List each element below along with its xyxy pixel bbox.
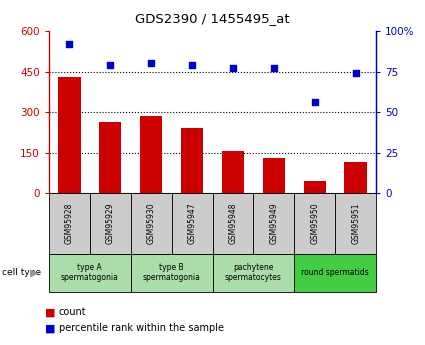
Point bbox=[107, 62, 113, 68]
Text: ▶: ▶ bbox=[31, 268, 38, 277]
Bar bbox=[222, 151, 244, 193]
Bar bbox=[49, 193, 90, 254]
Text: count: count bbox=[59, 307, 86, 317]
Bar bbox=[212, 193, 253, 254]
Text: GSM95951: GSM95951 bbox=[351, 203, 360, 244]
Point bbox=[312, 100, 318, 105]
Text: percentile rank within the sample: percentile rank within the sample bbox=[59, 324, 224, 333]
Bar bbox=[99, 121, 122, 193]
Point bbox=[189, 62, 196, 68]
Text: GSM95929: GSM95929 bbox=[106, 203, 115, 244]
Text: GDS2390 / 1455495_at: GDS2390 / 1455495_at bbox=[135, 12, 290, 25]
Text: ■: ■ bbox=[45, 324, 55, 333]
Text: cell type: cell type bbox=[2, 268, 41, 277]
Point bbox=[352, 70, 359, 76]
Point bbox=[270, 66, 277, 71]
Bar bbox=[263, 158, 285, 193]
Bar bbox=[131, 254, 212, 292]
Bar bbox=[131, 193, 172, 254]
Point bbox=[230, 66, 236, 71]
Bar bbox=[253, 193, 294, 254]
Text: round spermatids: round spermatids bbox=[301, 268, 369, 277]
Text: ■: ■ bbox=[45, 307, 55, 317]
Bar bbox=[49, 254, 131, 292]
Bar bbox=[58, 77, 81, 193]
Bar bbox=[181, 128, 203, 193]
Bar bbox=[140, 116, 162, 193]
Text: type B
spermatogonia: type B spermatogonia bbox=[143, 263, 201, 282]
Text: GSM95930: GSM95930 bbox=[147, 203, 156, 244]
Text: GSM95950: GSM95950 bbox=[310, 203, 319, 244]
Text: GSM95947: GSM95947 bbox=[187, 203, 196, 244]
Text: type A
spermatogonia: type A spermatogonia bbox=[61, 263, 119, 282]
Bar bbox=[212, 254, 294, 292]
Bar bbox=[344, 162, 367, 193]
Bar bbox=[90, 193, 131, 254]
Point bbox=[148, 61, 155, 66]
Text: GSM95948: GSM95948 bbox=[229, 203, 238, 244]
Bar bbox=[294, 193, 335, 254]
Text: GSM95928: GSM95928 bbox=[65, 203, 74, 244]
Point bbox=[66, 41, 73, 47]
Text: pachytene
spermatocytes: pachytene spermatocytes bbox=[225, 263, 282, 282]
Text: GSM95949: GSM95949 bbox=[269, 203, 278, 244]
Bar bbox=[294, 254, 376, 292]
Bar bbox=[303, 181, 326, 193]
Bar bbox=[172, 193, 212, 254]
Bar bbox=[335, 193, 376, 254]
